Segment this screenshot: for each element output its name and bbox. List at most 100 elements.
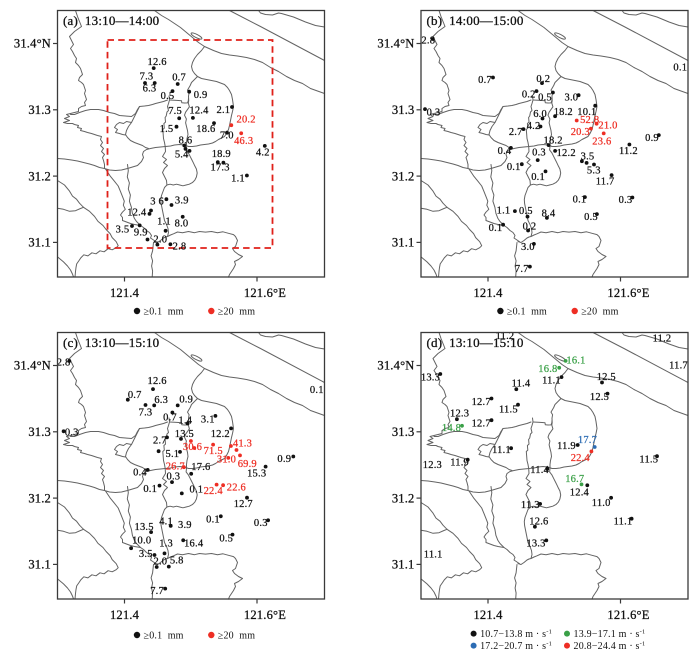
svg-text:10.7−13.8 m · s-1: 10.7−13.8 m · s-1 xyxy=(480,629,552,641)
svg-text:0.2: 0.2 xyxy=(523,222,537,233)
svg-text:16.8: 16.8 xyxy=(538,364,557,375)
svg-text:0.7: 0.7 xyxy=(172,72,186,83)
svg-text:13.5: 13.5 xyxy=(135,522,154,533)
svg-text:0.9: 0.9 xyxy=(179,394,193,405)
svg-text:121.4: 121.4 xyxy=(110,286,140,300)
svg-text:7.3: 7.3 xyxy=(140,72,154,83)
svg-text:≥0.1 mm: ≥0.1 mm xyxy=(507,307,547,318)
svg-text:11.4: 11.4 xyxy=(530,465,549,476)
svg-text:10.1: 10.1 xyxy=(577,107,596,118)
svg-text:11.5: 11.5 xyxy=(639,455,658,466)
svg-text:4.2: 4.2 xyxy=(256,148,270,159)
svg-text:7.7: 7.7 xyxy=(150,586,164,597)
svg-text:0.1: 0.1 xyxy=(310,385,324,396)
svg-text:0.7: 0.7 xyxy=(128,390,142,401)
svg-text:6.0: 6.0 xyxy=(533,109,547,120)
svg-text:16.4: 16.4 xyxy=(184,539,204,550)
svg-text:(d) 13:10—15:10: (d) 13:10—15:10 xyxy=(427,335,524,350)
svg-text:121.4: 121.4 xyxy=(110,608,140,622)
svg-text:≥20 mm: ≥20 mm xyxy=(581,307,618,318)
svg-text:3 6: 3 6 xyxy=(150,196,164,207)
svg-text:3.0: 3.0 xyxy=(521,242,535,253)
svg-text:121.6°E: 121.6°E xyxy=(607,608,649,622)
svg-text:0.4: 0.4 xyxy=(133,468,147,479)
svg-text:3.9: 3.9 xyxy=(178,520,192,531)
svg-text:11.2: 11.2 xyxy=(619,146,638,157)
svg-text:7.5: 7.5 xyxy=(168,106,182,117)
svg-text:13.9−17.1 m · s-1: 13.9−17.1 m · s-1 xyxy=(574,629,646,641)
svg-text:31.3: 31.3 xyxy=(392,103,415,117)
svg-text:0.1: 0.1 xyxy=(573,194,587,205)
svg-text:11.4: 11.4 xyxy=(512,379,531,390)
svg-text:17.2−20.7 m · s-1: 17.2−20.7 m · s-1 xyxy=(480,641,552,653)
svg-text:5.3: 5.3 xyxy=(587,165,601,176)
svg-text:121.6°E: 121.6°E xyxy=(607,286,649,300)
svg-text:11.2: 11.2 xyxy=(496,331,515,342)
svg-text:0.1: 0.1 xyxy=(507,162,521,173)
svg-text:8.0: 8.0 xyxy=(175,218,189,229)
svg-text:31.2: 31.2 xyxy=(28,169,51,183)
svg-text:30.6: 30.6 xyxy=(183,442,202,453)
svg-text:17.7: 17.7 xyxy=(578,435,597,446)
svg-text:1.1: 1.1 xyxy=(497,205,511,216)
svg-text:0.9: 0.9 xyxy=(277,454,291,465)
svg-text:8.4: 8.4 xyxy=(542,208,556,219)
svg-text:(c) 13:10—15:10: (c) 13:10—15:10 xyxy=(63,335,159,350)
svg-text:121.4: 121.4 xyxy=(473,608,503,622)
svg-text:11.0: 11.0 xyxy=(592,498,611,509)
svg-text:12.3: 12.3 xyxy=(423,460,442,471)
svg-text:12.4: 12.4 xyxy=(127,207,147,218)
svg-text:7.0: 7.0 xyxy=(220,131,234,142)
svg-text:17.6: 17.6 xyxy=(191,462,210,473)
svg-text:31.1: 31.1 xyxy=(28,236,51,250)
svg-text:1.3: 1.3 xyxy=(159,539,173,550)
svg-text:0.3: 0.3 xyxy=(619,195,633,206)
svg-text:2.7: 2.7 xyxy=(153,436,167,447)
svg-text:12.7: 12.7 xyxy=(472,397,491,408)
svg-text:11.1: 11.1 xyxy=(492,445,511,456)
svg-text:31.1: 31.1 xyxy=(392,558,415,572)
svg-text:31.2: 31.2 xyxy=(392,169,415,183)
svg-text:3.5: 3.5 xyxy=(139,549,153,560)
svg-text:3.9: 3.9 xyxy=(175,196,189,207)
svg-text:0.9: 0.9 xyxy=(194,90,208,101)
svg-text:11.5: 11.5 xyxy=(499,405,518,416)
svg-text:22.6: 22.6 xyxy=(227,483,246,494)
svg-text:7.3: 7.3 xyxy=(139,408,153,419)
svg-text:31.1: 31.1 xyxy=(392,236,415,250)
svg-text:3.1: 3.1 xyxy=(201,414,215,425)
svg-text:0.3: 0.3 xyxy=(65,428,79,439)
svg-text:0.1: 0.1 xyxy=(489,223,503,234)
svg-text:2.8: 2.8 xyxy=(173,242,187,253)
svg-text:69.9: 69.9 xyxy=(238,459,257,470)
svg-text:0.3: 0.3 xyxy=(532,148,546,159)
svg-text:2.8: 2.8 xyxy=(421,35,435,46)
svg-text:12.6: 12.6 xyxy=(529,516,548,527)
svg-text:31.0: 31.0 xyxy=(217,454,236,465)
svg-text:0.9: 0.9 xyxy=(645,133,659,144)
svg-text:12.7: 12.7 xyxy=(234,499,253,510)
svg-text:3.5: 3.5 xyxy=(581,151,595,162)
svg-text:0.5: 0.5 xyxy=(161,91,175,102)
svg-text:52.8: 52.8 xyxy=(580,115,599,126)
svg-text:22.4: 22.4 xyxy=(204,486,224,497)
svg-text:31.1: 31.1 xyxy=(28,558,51,572)
svg-text:12.6: 12.6 xyxy=(148,376,167,387)
svg-text:0.4: 0.4 xyxy=(498,146,512,157)
svg-text:0.1: 0.1 xyxy=(190,484,204,495)
svg-text:12.3: 12.3 xyxy=(450,409,469,420)
svg-text:21.0: 21.0 xyxy=(598,120,617,131)
svg-text:(a) 13:10—14:00: (a) 13:10—14:00 xyxy=(63,13,159,28)
svg-text:11.9: 11.9 xyxy=(450,457,469,468)
svg-text:8.6: 8.6 xyxy=(179,135,193,146)
svg-text:0.5: 0.5 xyxy=(219,533,233,544)
svg-text:7.7: 7.7 xyxy=(515,264,529,275)
svg-text:2.7: 2.7 xyxy=(509,127,523,138)
svg-text:11.1: 11.1 xyxy=(542,375,561,386)
svg-text:31.3: 31.3 xyxy=(28,425,51,439)
svg-text:≥0.1 mm: ≥0.1 mm xyxy=(144,307,184,318)
svg-text:31.2: 31.2 xyxy=(392,491,415,505)
svg-text:23.6: 23.6 xyxy=(592,137,611,148)
svg-text:10.0: 10.0 xyxy=(132,536,151,547)
svg-text:18.9: 18.9 xyxy=(212,149,231,160)
